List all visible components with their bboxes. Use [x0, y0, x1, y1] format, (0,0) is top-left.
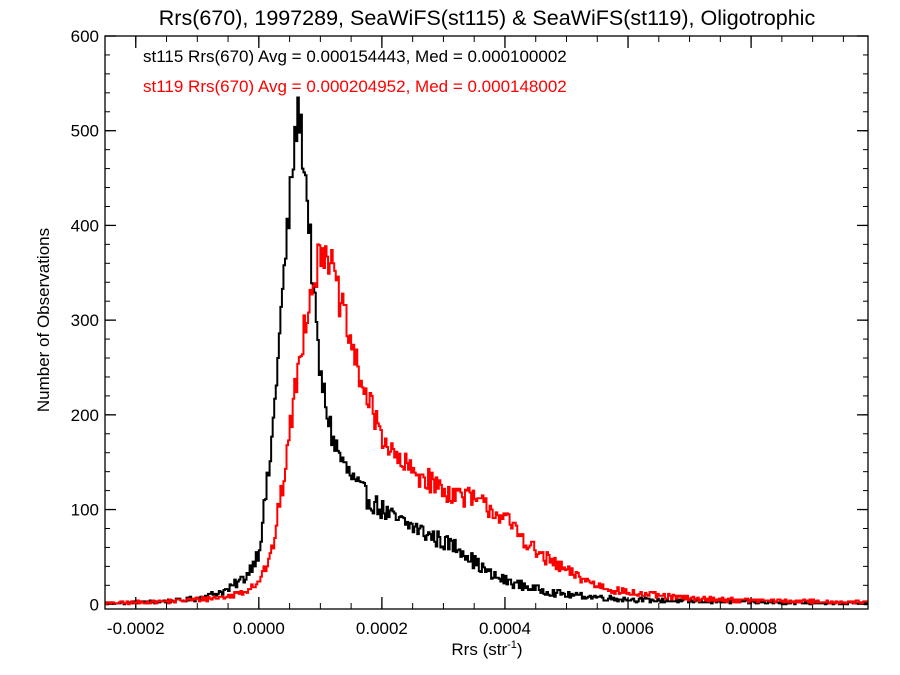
legend-entry-st119: st119 Rrs(670) Avg = 0.000204952, Med = … — [143, 77, 567, 96]
x-axis-label-close: ) — [517, 640, 523, 659]
series-st115-step-line — [105, 96, 868, 606]
chart-title: Rrs(670), 1997289, SeaWiFS(st115) & SeaW… — [159, 6, 816, 30]
y-tick-label: 400 — [71, 216, 99, 235]
x-axis-label-superscript: -1 — [507, 639, 517, 651]
y-tick-label: 100 — [71, 501, 99, 520]
x-tick-label: -0.0002 — [107, 619, 165, 638]
x-tick-label: 0.0004 — [479, 619, 531, 638]
y-tick-label: 0 — [90, 595, 99, 614]
y-tick-label: 200 — [71, 406, 99, 425]
y-tick-label: 500 — [71, 122, 99, 141]
x-tick-label: 0.0000 — [233, 619, 285, 638]
plot-frame — [104, 35, 869, 610]
series-st119-step-line — [105, 243, 868, 606]
histogram-series — [105, 96, 868, 606]
legend-entry-st115: st115 Rrs(670) Avg = 0.000154443, Med = … — [143, 47, 567, 66]
x-tick-label: 0.0002 — [356, 619, 408, 638]
y-tick-label: 300 — [71, 311, 99, 330]
x-axis-ticks: -0.0002 0.0000 0.0002 0.0004 0.0006 0.0008 — [104, 36, 844, 638]
legend: st115 Rrs(670) Avg = 0.000154443, Med = … — [143, 47, 567, 96]
y-axis-label: Number of Observations — [34, 228, 53, 412]
x-tick-label: 0.0008 — [725, 619, 777, 638]
y-axis-ticks: 0 100 200 300 400 500 600 — [71, 27, 868, 614]
x-axis-label: Rrs (str-1) — [451, 639, 522, 659]
x-axis-label-main: Rrs (str — [451, 640, 507, 659]
x-tick-label: 0.0006 — [602, 619, 654, 638]
y-tick-label: 600 — [71, 27, 99, 46]
